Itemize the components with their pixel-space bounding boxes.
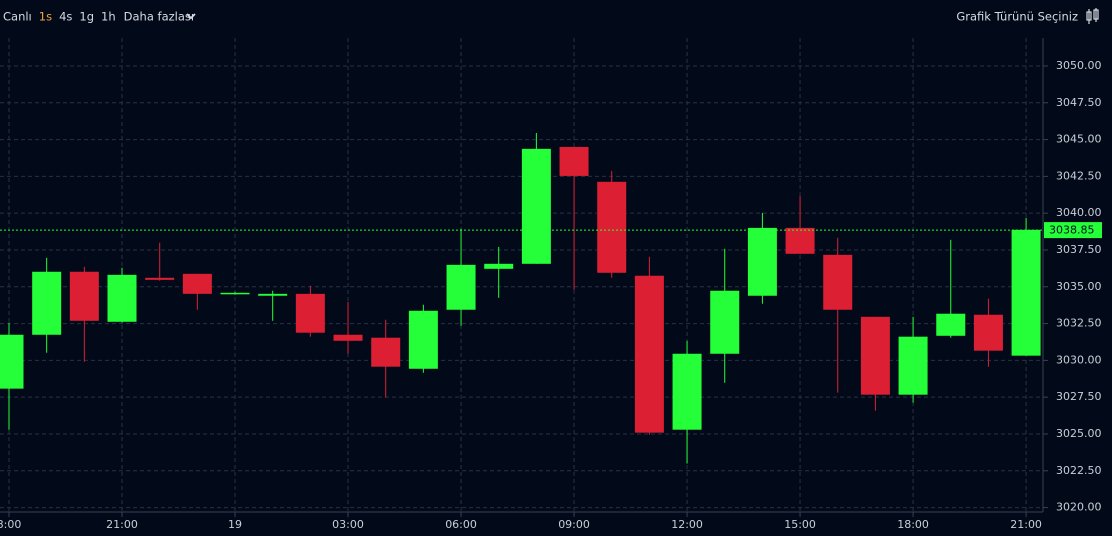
y-tick-label: 3047.50 <box>1056 96 1102 109</box>
chevron-icon[interactable] <box>186 13 196 20</box>
y-tick-label: 3022.50 <box>1056 464 1102 477</box>
candle-body <box>559 146 589 176</box>
candle-body <box>446 264 476 310</box>
candle-body <box>1011 229 1041 356</box>
candle-body <box>32 271 62 335</box>
candle-body <box>521 148 551 264</box>
candle-body <box>597 181 627 273</box>
candle-body <box>69 271 99 321</box>
candle-body <box>295 293 325 333</box>
y-tick-label: 3027.50 <box>1056 390 1102 403</box>
interval-option[interactable]: 1h <box>101 10 116 24</box>
candle-icon[interactable] <box>1086 8 1099 24</box>
candle-body <box>710 290 740 354</box>
y-tick-label: 3032.50 <box>1056 317 1102 330</box>
y-tick-label: 3045.00 <box>1056 133 1102 146</box>
candle-body <box>371 337 401 367</box>
x-tick-label: 15:00 <box>784 518 816 531</box>
candle-body <box>0 334 24 389</box>
chart-type-button[interactable]: Grafik Türünü Seçiniz <box>956 10 1078 24</box>
candle-body <box>672 353 702 430</box>
interval-selector: Canlı 1s 4s 1g 1h <box>3 10 116 24</box>
y-tick-label: 3020.00 <box>1056 501 1102 514</box>
y-tick-label: 3042.50 <box>1056 169 1102 182</box>
candle-body <box>220 292 250 295</box>
y-tick-label: 3035.00 <box>1056 280 1102 293</box>
candle-body <box>182 273 212 294</box>
candle-body <box>484 263 514 269</box>
grid <box>0 38 1043 512</box>
x-tick-label: 06:00 <box>445 518 477 531</box>
interval-option[interactable]: 1g <box>79 10 94 24</box>
interval-option[interactable]: 4s <box>59 10 72 24</box>
last-price-tag <box>1044 222 1102 239</box>
candle-body <box>258 293 288 296</box>
x-tick-label: 19 <box>228 518 242 531</box>
x-tick-label: 03:00 <box>332 518 364 531</box>
interval-option[interactable]: 1s <box>39 10 52 24</box>
y-tick-label: 3025.00 <box>1056 427 1102 440</box>
candle-body <box>145 277 175 280</box>
x-tick-label: 12:00 <box>671 518 703 531</box>
y-tick-label: 3050.00 <box>1056 59 1102 72</box>
x-tick-label: 8:00 <box>0 518 21 531</box>
candle-body <box>634 275 664 433</box>
x-tick-label: 21:00 <box>1010 518 1042 531</box>
candle-body <box>747 227 777 296</box>
candle-body <box>860 316 890 395</box>
interval-option[interactable]: Canlı <box>3 10 32 24</box>
candle-body <box>333 334 363 341</box>
x-tick-label: 18:00 <box>897 518 929 531</box>
candle-body <box>785 227 815 254</box>
candle-body <box>107 274 137 322</box>
y-tick-label: 3030.00 <box>1056 353 1102 366</box>
y-tick-label: 3037.50 <box>1056 243 1102 256</box>
candle-body <box>823 254 853 310</box>
more-intervals[interactable]: Daha fazlası <box>124 10 194 24</box>
last-price-label: 3038.85 <box>1049 224 1095 237</box>
x-tick-label: 21:00 <box>106 518 138 531</box>
candle-body <box>408 310 438 369</box>
x-tick-label: 09:00 <box>558 518 590 531</box>
y-tick-label: 3040.00 <box>1056 206 1102 219</box>
candle-body <box>973 314 1003 351</box>
toolbar: Canlı 1s 4s 1g 1h Daha fazlası Grafik Türünü… <box>3 8 1099 24</box>
candle-body <box>898 336 928 395</box>
candle-body <box>936 313 966 336</box>
